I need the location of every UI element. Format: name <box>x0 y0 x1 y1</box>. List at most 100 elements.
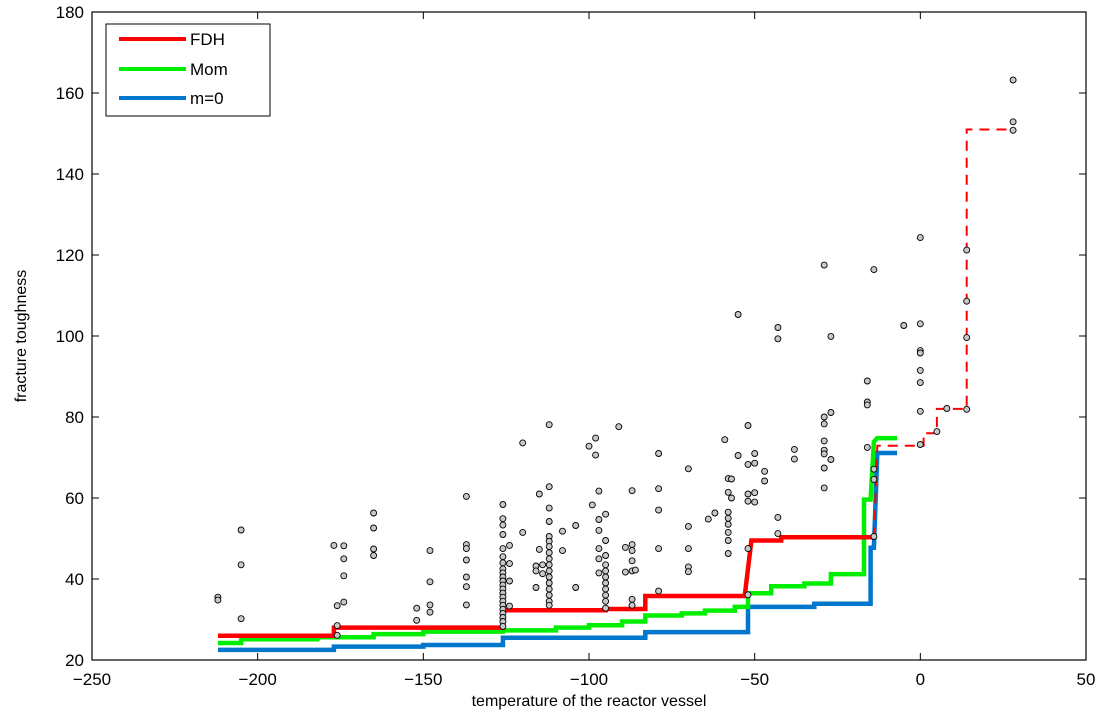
scatter-point <box>744 422 752 429</box>
scatter-point <box>539 570 547 578</box>
scatter-point <box>724 537 732 544</box>
scatter-point <box>426 608 434 616</box>
y-tick-label: 80 <box>65 408 84 427</box>
scatter-point <box>545 421 553 429</box>
scatter-point <box>1009 126 1017 134</box>
scatter-point <box>413 616 421 624</box>
scatter-point <box>370 524 378 532</box>
scatter-point <box>602 561 610 569</box>
scatter-point <box>751 459 759 467</box>
scatter-point <box>237 526 245 534</box>
y-tick-label: 20 <box>65 651 84 670</box>
scatter-point <box>631 566 639 574</box>
scatter-point <box>499 515 507 523</box>
scatter-point <box>628 601 636 609</box>
scatter-point <box>602 585 610 593</box>
scatter-point <box>820 484 828 492</box>
scatter-point <box>628 487 636 495</box>
scatter-point <box>916 407 924 415</box>
scatter-point <box>751 450 759 457</box>
y-tick-label: 100 <box>56 327 84 346</box>
scatter-point <box>462 573 470 581</box>
series-line-fdh-extension <box>872 128 1014 538</box>
scatter-point <box>711 509 719 517</box>
scatter-point <box>774 513 782 521</box>
scatter-point <box>602 591 610 599</box>
scatter-point <box>532 567 540 575</box>
scatter-point <box>628 547 636 555</box>
scatter-point <box>774 324 782 331</box>
scatter-point <box>237 615 245 623</box>
x-tick-label: −50 <box>740 670 769 689</box>
scatter-point <box>751 498 759 506</box>
scatter-point <box>790 445 798 453</box>
scatter-point <box>539 561 547 569</box>
scatter-point <box>595 487 603 495</box>
scatter-point <box>545 591 553 599</box>
scatter-point <box>545 549 553 557</box>
x-tick-label: 0 <box>916 670 925 689</box>
scatter-point <box>595 526 603 534</box>
scatter-point <box>827 409 835 416</box>
scatter-point <box>684 568 692 576</box>
scatter-point <box>820 261 828 269</box>
scatter-point <box>545 483 553 491</box>
scatter-point <box>628 557 636 565</box>
scatter-point <box>499 622 507 630</box>
scatter-point <box>506 577 513 585</box>
scatter-point <box>499 501 507 508</box>
scatter-point <box>602 510 610 518</box>
scatter-point <box>370 545 378 553</box>
scatter-point <box>820 413 828 421</box>
scatter-point <box>572 584 580 591</box>
scatter-point <box>370 509 378 517</box>
y-tick-label: 180 <box>56 3 84 22</box>
scatter-point <box>724 508 732 516</box>
legend-label-mom: Mom <box>190 60 228 79</box>
scatter-point <box>499 545 507 553</box>
scatter-point <box>916 349 924 357</box>
scatter-point <box>214 596 222 604</box>
scatter-point <box>602 567 610 575</box>
scatter-point <box>585 442 593 450</box>
scatter-point <box>462 556 470 564</box>
scatter-point <box>595 555 603 563</box>
scatter-point <box>462 545 470 553</box>
scatter-point <box>655 450 663 457</box>
scatter-point <box>724 488 732 496</box>
scatter-point <box>595 569 603 577</box>
scatter-point <box>820 437 828 445</box>
scatter-point <box>761 467 769 475</box>
scatter-point <box>592 451 600 459</box>
scatter-point <box>655 545 663 553</box>
x-tick-label: −200 <box>239 670 277 689</box>
scatter-point <box>545 573 553 581</box>
scatter-point <box>340 572 348 580</box>
scatter-point <box>744 497 752 505</box>
scatter-point <box>1009 76 1017 84</box>
scatter-point <box>943 405 951 412</box>
x-tick-label: −100 <box>570 670 608 689</box>
scatter-point <box>426 601 434 609</box>
scatter-point <box>545 504 553 512</box>
scatter-layer <box>214 76 1017 639</box>
scatter-point <box>602 579 610 587</box>
scatter-point <box>916 441 924 448</box>
scatter-point <box>595 545 603 553</box>
scatter-point <box>499 553 507 561</box>
scatter-point <box>724 514 732 522</box>
x-axis-label: temperature of the reactor vessel <box>472 693 707 710</box>
scatter-point <box>595 516 603 523</box>
series-line-fdh <box>217 535 874 638</box>
scatter-point <box>413 604 421 612</box>
scatter-point <box>237 561 245 569</box>
scatter-point <box>963 405 971 413</box>
scatter-point <box>655 587 663 595</box>
scatter-point <box>963 334 971 342</box>
scatter-point <box>863 377 871 385</box>
scatter-point <box>721 436 729 444</box>
scatter-point <box>340 542 348 550</box>
scatter-point <box>744 545 752 553</box>
scatter-point <box>559 527 566 535</box>
scatter-point <box>519 528 527 536</box>
